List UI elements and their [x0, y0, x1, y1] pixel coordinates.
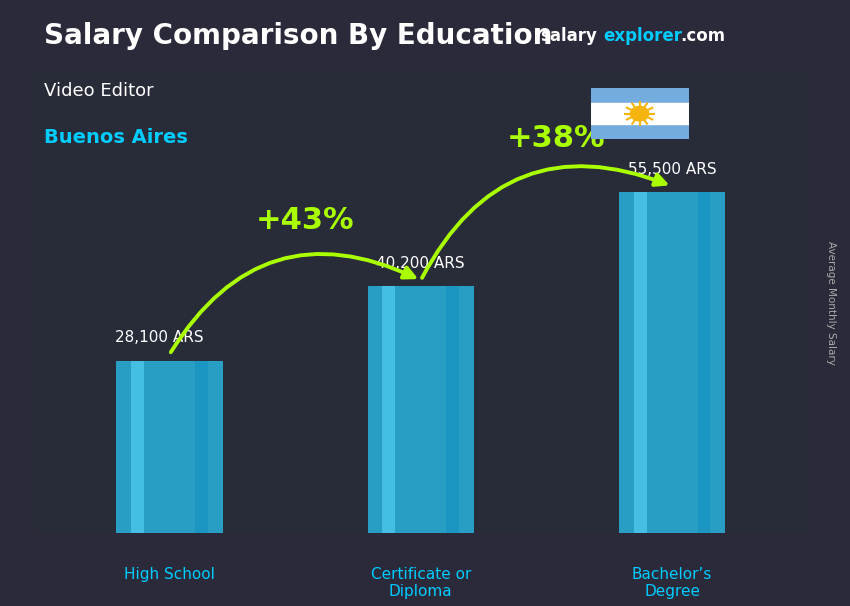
Bar — [116, 361, 223, 533]
Bar — [591, 104, 689, 124]
Bar — [634, 193, 647, 533]
Text: 28,100 ARS: 28,100 ARS — [116, 330, 204, 345]
Bar — [698, 193, 711, 533]
Text: 55,500 ARS: 55,500 ARS — [628, 162, 717, 177]
Bar — [195, 361, 207, 533]
Text: High School: High School — [124, 567, 215, 582]
Bar — [382, 287, 395, 533]
Text: 40,200 ARS: 40,200 ARS — [377, 256, 465, 271]
Text: Bachelor’s
Degree: Bachelor’s Degree — [632, 567, 712, 599]
Text: Average Monthly Salary: Average Monthly Salary — [826, 241, 836, 365]
Text: salary: salary — [540, 27, 597, 45]
Text: Buenos Aires: Buenos Aires — [43, 128, 188, 147]
Circle shape — [631, 107, 649, 121]
Text: Salary Comparison By Education: Salary Comparison By Education — [43, 22, 552, 50]
Text: +38%: +38% — [507, 124, 605, 153]
Text: +43%: +43% — [255, 206, 354, 235]
Text: Certificate or
Diploma: Certificate or Diploma — [371, 567, 471, 599]
Text: Video Editor: Video Editor — [43, 82, 153, 100]
Text: explorer: explorer — [604, 27, 683, 45]
Bar — [367, 287, 474, 533]
Text: .com: .com — [680, 27, 725, 45]
Bar — [446, 287, 459, 533]
Bar — [619, 193, 725, 533]
Bar — [131, 361, 144, 533]
